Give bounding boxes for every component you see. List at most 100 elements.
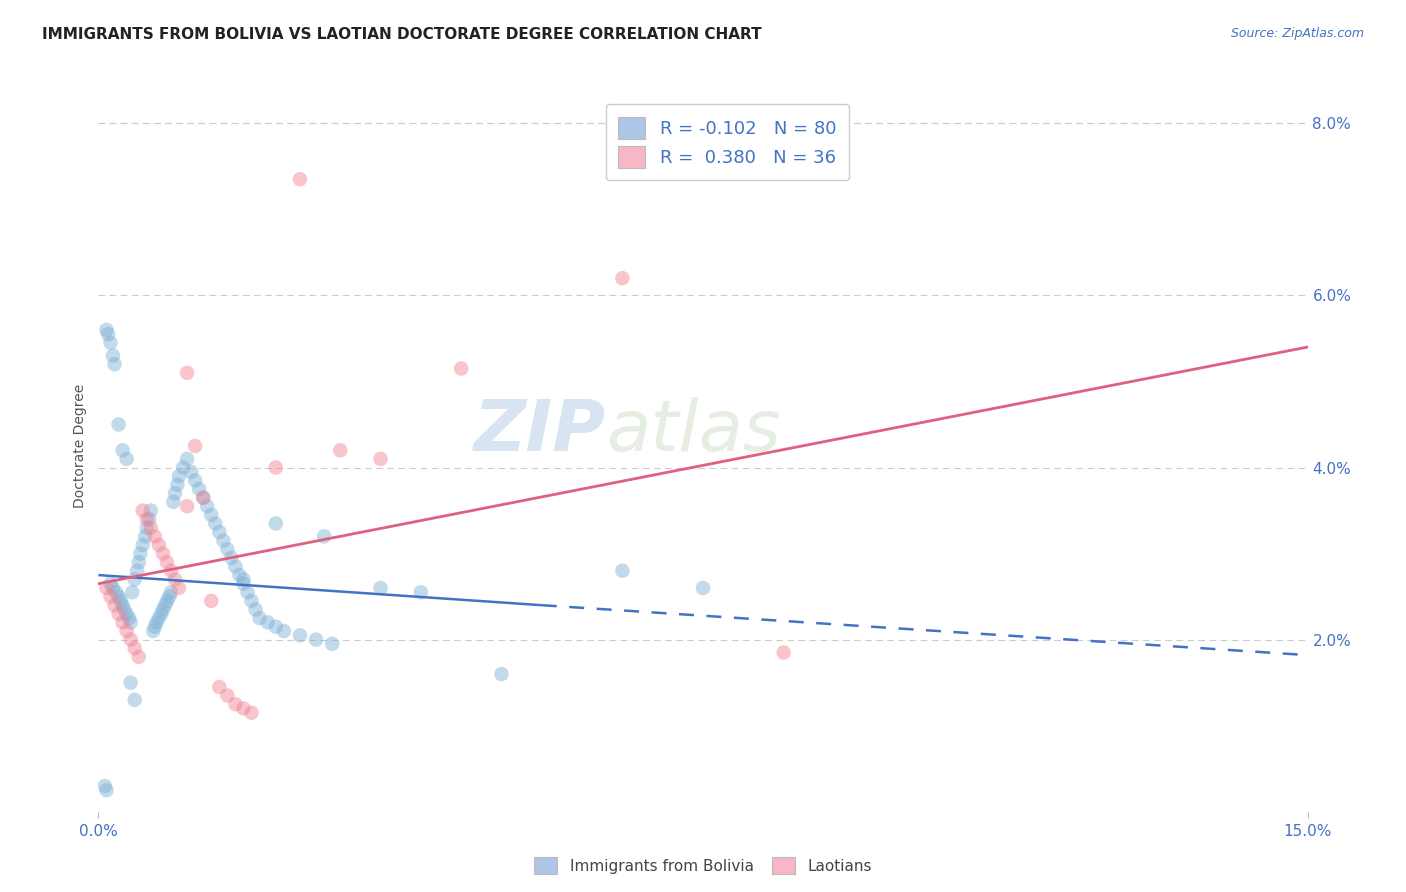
Point xyxy=(245,602,267,616)
Point xyxy=(491,667,513,681)
Point xyxy=(228,568,250,582)
Point xyxy=(100,335,122,350)
Point xyxy=(103,357,125,371)
Point xyxy=(139,503,162,517)
Point xyxy=(100,590,122,604)
Point xyxy=(152,602,174,616)
Point xyxy=(97,327,120,342)
Point xyxy=(232,576,254,591)
Point xyxy=(127,564,149,578)
Point xyxy=(236,585,259,599)
Point xyxy=(111,615,134,630)
Point xyxy=(139,521,162,535)
Point xyxy=(120,675,142,690)
Point xyxy=(264,460,287,475)
Point xyxy=(370,581,392,595)
Point xyxy=(193,491,215,505)
Point xyxy=(240,594,263,608)
Point xyxy=(224,559,246,574)
Point xyxy=(176,500,198,514)
Point xyxy=(107,417,129,432)
Point xyxy=(96,581,118,595)
Point xyxy=(124,573,146,587)
Point xyxy=(188,482,211,496)
Point xyxy=(172,460,194,475)
Point xyxy=(155,598,177,612)
Point xyxy=(115,607,138,621)
Point xyxy=(176,366,198,380)
Point xyxy=(118,611,141,625)
Point xyxy=(162,495,184,509)
Point xyxy=(208,524,231,539)
Point xyxy=(200,594,222,608)
Point xyxy=(110,594,132,608)
Point xyxy=(264,620,287,634)
Point xyxy=(232,573,254,587)
Point xyxy=(148,538,170,552)
Point xyxy=(132,503,155,517)
Legend: R = -0.102   N = 80, R =  0.380   N = 36: R = -0.102 N = 80, R = 0.380 N = 36 xyxy=(606,104,849,180)
Point xyxy=(772,646,794,660)
Point xyxy=(128,649,150,664)
Text: atlas: atlas xyxy=(606,397,780,466)
Point xyxy=(105,585,128,599)
Y-axis label: Doctorate Degree: Doctorate Degree xyxy=(73,384,87,508)
Point xyxy=(148,611,170,625)
Point xyxy=(240,706,263,720)
Point xyxy=(193,491,215,505)
Point xyxy=(221,550,243,565)
Point xyxy=(120,632,142,647)
Point xyxy=(184,474,207,488)
Point xyxy=(135,521,157,535)
Point xyxy=(167,469,190,483)
Point xyxy=(163,486,186,500)
Point xyxy=(409,585,432,599)
Point xyxy=(135,512,157,526)
Point xyxy=(176,451,198,466)
Point xyxy=(157,590,180,604)
Text: ZIP: ZIP xyxy=(474,397,606,466)
Point xyxy=(288,172,311,186)
Point xyxy=(370,451,392,466)
Point xyxy=(111,443,134,458)
Point xyxy=(101,349,124,363)
Point xyxy=(120,615,142,630)
Point xyxy=(166,477,188,491)
Point xyxy=(612,564,634,578)
Point xyxy=(150,607,173,621)
Point xyxy=(217,689,239,703)
Text: Source: ZipAtlas.com: Source: ZipAtlas.com xyxy=(1230,27,1364,40)
Point xyxy=(195,500,218,514)
Point xyxy=(142,624,165,638)
Point xyxy=(200,508,222,522)
Point xyxy=(184,439,207,453)
Point xyxy=(129,547,152,561)
Point xyxy=(145,615,167,630)
Point xyxy=(612,271,634,285)
Point xyxy=(329,443,352,458)
Point xyxy=(314,529,336,543)
Point xyxy=(212,533,235,548)
Point xyxy=(121,585,143,599)
Text: IMMIGRANTS FROM BOLIVIA VS LAOTIAN DOCTORATE DEGREE CORRELATION CHART: IMMIGRANTS FROM BOLIVIA VS LAOTIAN DOCTO… xyxy=(42,27,762,42)
Point xyxy=(138,512,160,526)
Point xyxy=(180,465,202,479)
Point xyxy=(100,576,122,591)
Point xyxy=(156,555,179,569)
Point xyxy=(249,611,271,625)
Point xyxy=(107,607,129,621)
Point xyxy=(143,620,166,634)
Point xyxy=(273,624,295,638)
Point xyxy=(167,581,190,595)
Point xyxy=(96,783,118,797)
Point xyxy=(94,779,117,793)
Point xyxy=(264,516,287,531)
Point xyxy=(96,323,118,337)
Point xyxy=(288,628,311,642)
Point xyxy=(115,624,138,638)
Point xyxy=(124,693,146,707)
Point xyxy=(112,602,135,616)
Point xyxy=(305,632,328,647)
Point xyxy=(115,451,138,466)
Point xyxy=(152,547,174,561)
